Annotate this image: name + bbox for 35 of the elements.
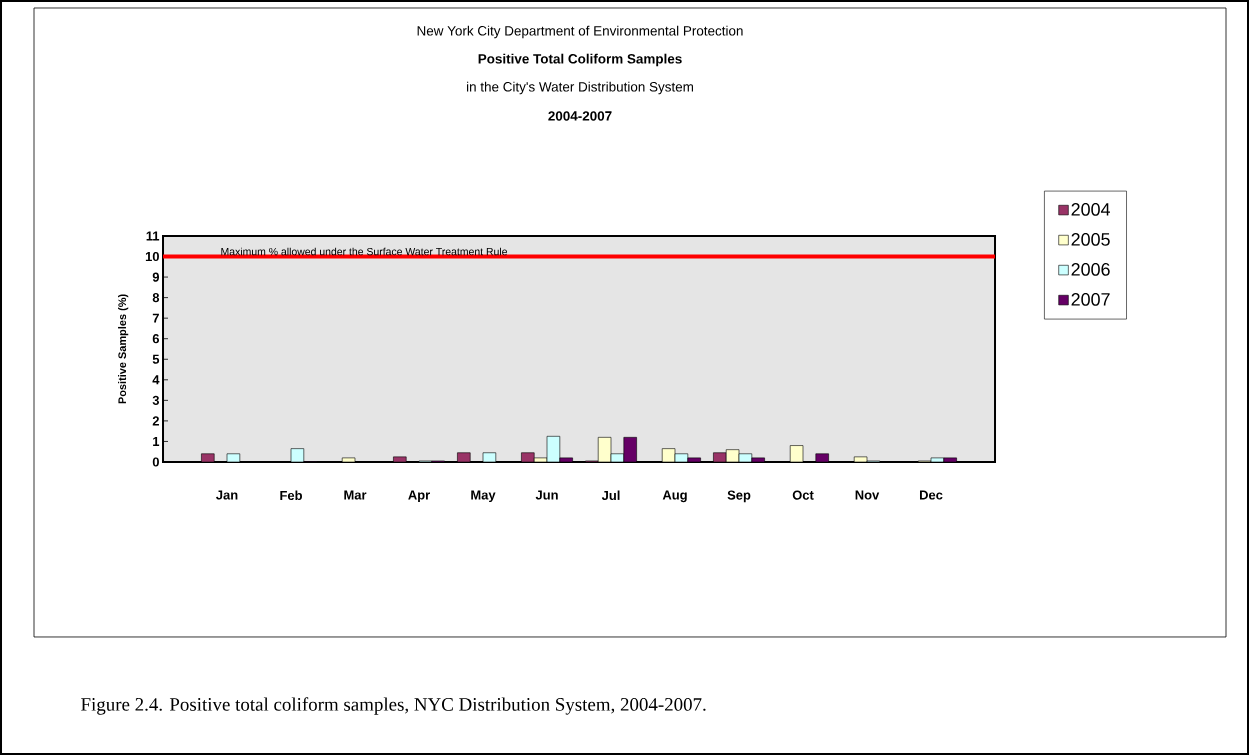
y-tick-label: 6 [152,334,160,344]
chart-subtitle: in the City's Water Distribution System [467,81,693,95]
x-tick-label: Jul [601,490,620,501]
y-tick-label: 0 [152,457,159,467]
x-tick-label: May [471,490,496,503]
y-tick-label: 11 [146,231,160,241]
legend-label: 2006 [1071,263,1110,276]
x-tick-label: Jun [535,490,558,500]
x-tick-label: Sep [727,490,751,503]
x-tick-label: Oct [792,490,814,500]
text: New York City Department of Environmental Protection [417,25,743,39]
y-tick-label: 9 [152,272,160,282]
y-tick-label: 2 [152,416,159,426]
chart-title: Positive Total Coliform Samples [478,53,682,67]
x-tick-label: Aug [662,490,687,503]
x-tick-label: Feb [280,490,302,501]
y-tick-label: 7 [152,313,159,323]
y-tick-label: 8 [152,293,160,303]
x-tick-label: Apr [408,490,430,503]
y-axis-title: Positive Samples (%) [118,294,129,404]
y-tick-label: 3 [152,395,160,405]
x-tick-label: Jan [216,490,238,500]
legend-label: 2007 [1071,293,1110,306]
legend-label: 2005 [1071,233,1110,246]
ref-line-label: Maximum % allowed under the Surface Water Treatment Rule [221,247,508,256]
y-tick-label: 4 [152,375,160,385]
y-tick-label: 5 [152,354,160,364]
x-tick-label: Nov [855,490,880,500]
y-tick-label: 1 [153,436,160,446]
y-tick-label: 10 [145,251,159,262]
text: 2004-2007 [548,111,612,121]
legend-label: 2004 [1071,203,1110,216]
x-tick-label: Dec [919,490,943,500]
x-tick-label: Mar [344,490,367,500]
caption: Figure 2.4. Positive total coliform samples, NYC Distribution System, 2004-2007. [81,697,706,715]
